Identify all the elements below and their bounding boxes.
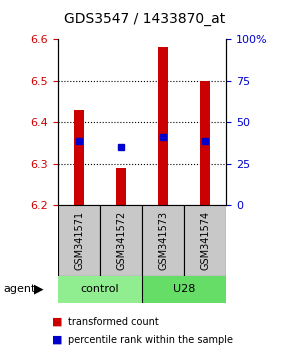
- Text: GDS3547 / 1433870_at: GDS3547 / 1433870_at: [64, 12, 226, 27]
- Bar: [100, 205, 142, 276]
- Text: control: control: [81, 284, 119, 295]
- Bar: [58, 205, 100, 276]
- Text: transformed count: transformed count: [68, 317, 159, 327]
- Text: GSM341572: GSM341572: [116, 211, 126, 270]
- Bar: [158, 47, 168, 205]
- Bar: [184, 205, 226, 276]
- Text: GSM341571: GSM341571: [74, 211, 84, 270]
- Bar: [116, 168, 126, 205]
- Bar: [200, 81, 211, 205]
- Text: percentile rank within the sample: percentile rank within the sample: [68, 335, 233, 345]
- Text: ▶: ▶: [34, 283, 44, 296]
- Bar: [58, 276, 142, 303]
- Text: GSM341573: GSM341573: [158, 211, 168, 270]
- Bar: [142, 205, 184, 276]
- Text: agent: agent: [3, 284, 35, 295]
- Text: GSM341574: GSM341574: [200, 211, 210, 270]
- Text: ■: ■: [52, 317, 63, 327]
- Text: ■: ■: [52, 335, 63, 345]
- Bar: [142, 276, 226, 303]
- Bar: [74, 110, 84, 205]
- Text: U28: U28: [173, 284, 195, 295]
